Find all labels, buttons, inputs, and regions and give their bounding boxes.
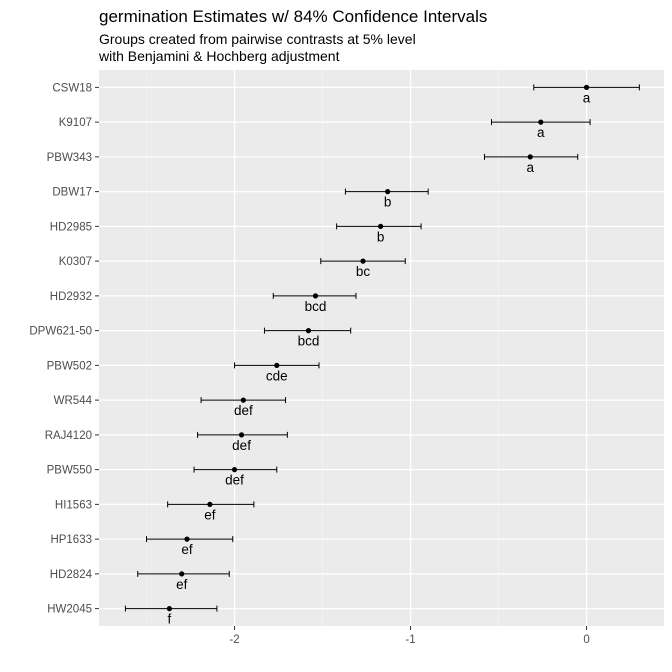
plot-panel — [99, 70, 664, 626]
estimate-point — [378, 223, 384, 229]
y-tick-label: DPW621-50 — [29, 326, 92, 338]
y-axis: CSW18 K9107 PBW343 DBW17 HD2985 K0307 HD2932 DP… — [29, 82, 99, 616]
y-tick-label: HI1563 — [55, 499, 92, 511]
group-letter-label: b — [384, 195, 392, 210]
estimate-point — [240, 397, 246, 403]
y-tick-label: K0307 — [59, 256, 92, 268]
chart-title: germination Estimates w/ 84% Confidence … — [99, 7, 487, 26]
group-letter-label: a — [526, 160, 534, 175]
group-letter-label: ef — [181, 542, 193, 557]
estimate-point — [305, 328, 312, 334]
group-letter-label: bcd — [305, 299, 327, 314]
y-tick-label: PBW343 — [47, 152, 92, 164]
x-tick-label: 0 — [583, 634, 589, 646]
group-letter-label: bc — [356, 264, 371, 279]
group-letter-label: bcd — [298, 334, 320, 349]
group-letter-label: a — [537, 125, 545, 140]
group-letter-label: def — [225, 473, 244, 488]
estimate-point — [583, 84, 590, 90]
y-tick-label: WR544 — [54, 395, 93, 407]
estimate-point — [360, 258, 366, 264]
y-tick-label: K9107 — [59, 117, 92, 129]
y-tick-label: PBW502 — [47, 360, 92, 372]
group-letter-label: a — [583, 90, 591, 105]
estimate-point — [231, 467, 238, 473]
y-tick-label: HD2932 — [50, 291, 92, 303]
y-tick-label: RAJ4120 — [45, 430, 92, 442]
data-marks: a a a b b bc bcd bcd cde def def def ef ef ef f — [124, 84, 640, 627]
x-tick-label: -2 — [229, 634, 239, 646]
y-tick-label: PBW550 — [47, 465, 92, 477]
y-tick-label: HD2985 — [50, 221, 92, 233]
estimate-point — [207, 501, 213, 507]
estimate-point — [538, 119, 544, 125]
group-letter-label: def — [232, 438, 251, 453]
estimate-point — [184, 536, 190, 542]
y-tick-label: HW2045 — [47, 604, 92, 616]
chart-subtitle-line-1: Groups created from pairwise contrasts a… — [99, 31, 416, 47]
group-letter-label: b — [377, 229, 385, 244]
group-letter-label: f — [168, 612, 172, 627]
x-axis: -2 -1 0 — [229, 626, 590, 646]
group-letter-label: cde — [266, 368, 288, 383]
estimate-point — [238, 432, 245, 438]
estimate-point — [179, 571, 185, 577]
estimate-point — [527, 154, 533, 160]
y-tick-label: CSW18 — [52, 82, 92, 94]
estimate-point — [385, 189, 391, 195]
minor-gridlines — [146, 70, 499, 626]
y-tick-label: HD2824 — [50, 569, 93, 581]
y-tick-label: HP1633 — [50, 534, 92, 546]
group-letter-label: ef — [204, 507, 216, 522]
x-tick-label: -1 — [405, 634, 415, 646]
estimate-point — [166, 606, 173, 612]
chart-subtitle-line-2: with Benjamini & Hochberg adjustment — [98, 48, 340, 64]
y-tick-label: DBW17 — [52, 187, 92, 199]
estimate-point — [312, 293, 319, 299]
group-letter-label: ef — [176, 577, 188, 592]
group-letter-label: def — [234, 403, 253, 418]
estimate-point — [274, 362, 280, 368]
